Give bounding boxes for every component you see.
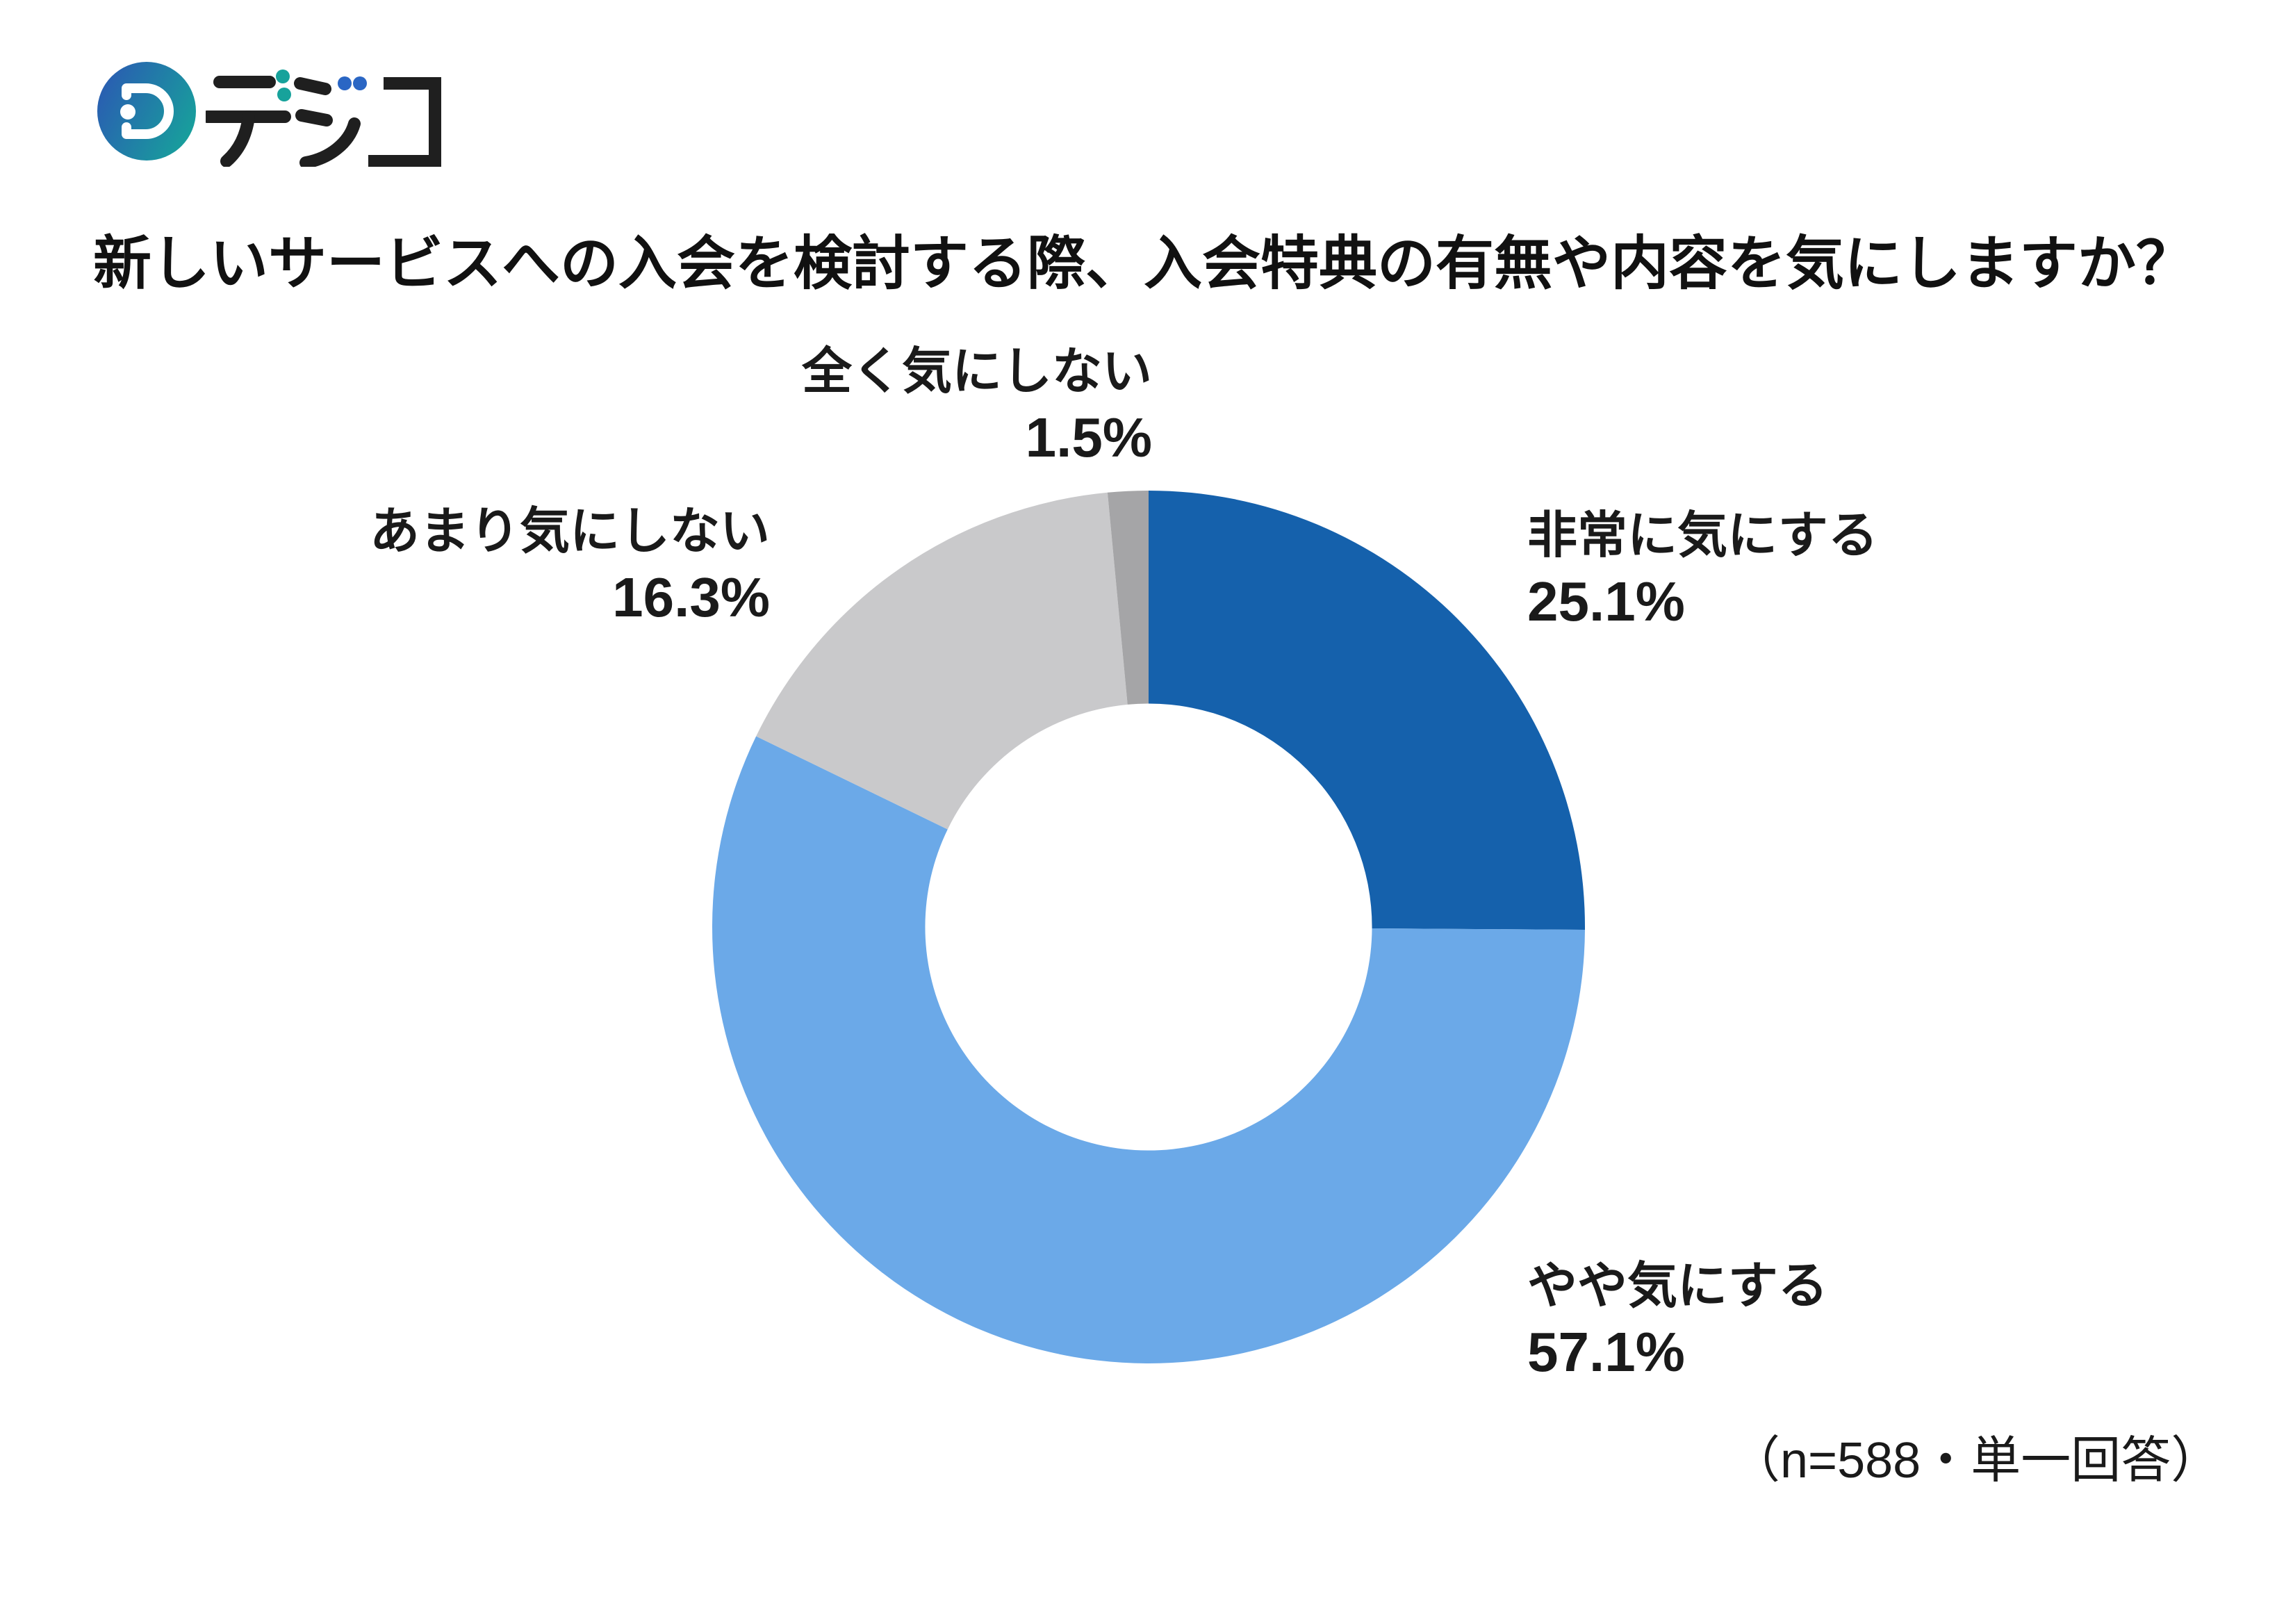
- segment-label-hijouni-ki-ni-suru: 非常に気にする 25.1%: [1527, 506, 1878, 632]
- sample-size-note: （n=588・単一回答）: [1730, 1433, 2221, 1488]
- donut-chart: [712, 491, 1586, 1363]
- digico-logo-wordmark: [206, 69, 441, 167]
- segment-label-mattaku-ki-ni-shinai: 全く気にしない 1.5%: [802, 342, 1152, 468]
- segment-name: あまり気にしない: [369, 504, 770, 559]
- donut-segment-0: [1149, 491, 1586, 930]
- segment-name: 非常に気にする: [1527, 508, 1878, 564]
- logo-d-shape: [122, 83, 174, 139]
- ji-dakuten-dot-1: [338, 76, 352, 90]
- segment-label-yaya-ki-ni-suru: やや気にする 57.1%: [1527, 1256, 1828, 1383]
- de-dakuten-dot-1: [276, 69, 290, 83]
- de-dakuten-dot-2: [277, 88, 291, 101]
- segment-percent: 1.5%: [1025, 407, 1152, 468]
- kana-ko: [368, 77, 441, 167]
- kana-ji-dash2: [295, 109, 333, 126]
- kana-ji-dash1: [294, 77, 331, 95]
- logo-d-dot: [120, 104, 135, 120]
- segment-label-amari-ki-ni-shinai: あまり気にしない 16.3%: [370, 502, 770, 628]
- segment-percent: 57.1%: [1527, 1321, 1685, 1383]
- segment-name: 全く気にしない: [801, 344, 1152, 400]
- logo-circle: [97, 62, 196, 161]
- segment-percent: 25.1%: [1527, 571, 1685, 632]
- segment-percent: 16.3%: [612, 566, 770, 628]
- page-title: 新しいサービスへの入会を検討する際、入会特典の有無や内容を気にしますか？: [93, 231, 2195, 296]
- donut-segment-1: [712, 736, 1585, 1363]
- ji-dakuten-dot-2: [353, 76, 367, 90]
- logo-text: デジコ: [0, 0, 1, 1]
- segment-name: やや気にする: [1527, 1258, 1828, 1314]
- donut-segment-2: [756, 492, 1128, 830]
- kana-ji-swoosh: [299, 117, 361, 167]
- kana-de-stem: [220, 110, 255, 167]
- digico-logo-mark-icon: [97, 62, 196, 161]
- donut-segment-3: [1107, 491, 1149, 705]
